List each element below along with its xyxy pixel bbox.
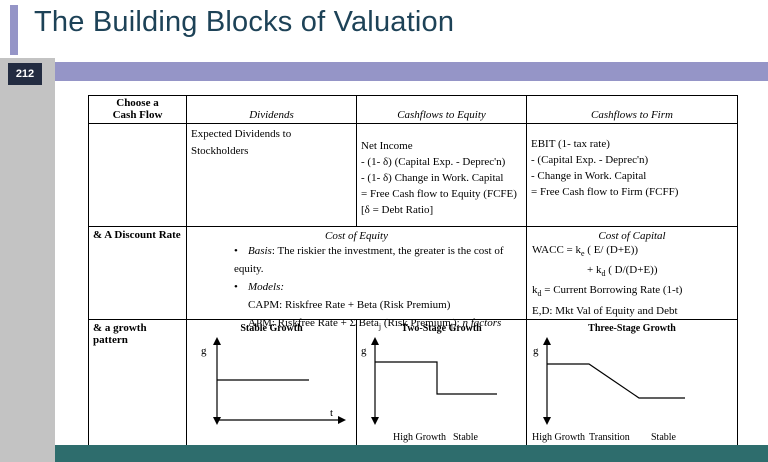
chart-title: Three-Stage Growth [588, 323, 676, 334]
arrow-up-icon [371, 337, 379, 345]
dividends-text-line: Stockholders [191, 145, 249, 157]
y-axis-label: g [533, 345, 539, 357]
bullet-icon: • [234, 245, 238, 257]
x-axis-label: t [330, 407, 333, 419]
table-header-row: Choose a Cash Flow Dividends Cashflows t… [89, 96, 737, 123]
fcfe-line: - (1- δ) Change in Work. Capital [361, 172, 504, 184]
phase-label-high-growth: High Growth [393, 432, 447, 443]
apm-text: ): [452, 317, 463, 329]
column-header-dividends: Dividends [186, 96, 356, 123]
fcfe-line: = Free Cash flow to Equity (FCFE) [361, 188, 517, 200]
borrow-rate-line: kd = Current Borrowing Rate (1-t) [527, 282, 737, 302]
stable-growth-plot: g t [201, 337, 346, 425]
three-stage-growth-line [547, 363, 685, 399]
slide-number-badge: 212 [8, 63, 42, 85]
models-line: • Models: [187, 278, 526, 296]
phase-label-high-growth: High Growth [532, 432, 586, 443]
apm-nfactors: n factors [462, 317, 502, 329]
arrow-right-icon [338, 416, 346, 424]
left-gray-margin [0, 58, 55, 462]
ed-line: E,D: Mkt Val of Equity and Debt [532, 304, 678, 317]
stable-growth-chart: Stable Growth g t [186, 320, 356, 445]
fcff-cell: EBIT (1- tax rate) - (Capital Exp. - Dep… [526, 124, 737, 226]
capm-line: CAPM: Riskfree Rate + Beta (Risk Premium… [248, 299, 451, 311]
page-title: The Building Blocks of Valuation [34, 6, 455, 38]
models-label: Models: [248, 281, 285, 293]
borrow-text: = Current Borrowing Rate (1-t) [541, 284, 683, 297]
rowheader-choose-cashflow: Choose a Cash Flow [89, 96, 186, 123]
y-axis-label: g [361, 345, 367, 357]
discount-rate-row: & A Discount Rate Cost of Equity • Basis:… [89, 226, 737, 331]
arrow-up-icon [213, 337, 221, 345]
fcff-line: EBIT (1- tax rate) [531, 138, 610, 150]
phase-label-transition: Transition [589, 432, 630, 443]
dividends-text-line: Expected Dividends to [191, 128, 292, 140]
fcff-line: - Change in Work. Capital [531, 170, 647, 182]
two-stage-growth-line [375, 361, 497, 395]
arrow-down-icon [371, 417, 379, 425]
wacc-text: WACC = k [532, 244, 581, 256]
fcff-line: = Free Cash flow to Firm (FCFF) [531, 186, 679, 198]
fcfe-line: Net Income [361, 140, 413, 152]
rowheader-line2: Cash Flow [112, 109, 163, 121]
basis-label: Basis [248, 245, 272, 257]
header-divider-bar [55, 62, 768, 81]
valuation-table: Choose a Cash Flow Dividends Cashflows t… [88, 95, 738, 445]
apm-subscript: j [450, 322, 453, 332]
three-stage-growth-chart: Three-Stage Growth g High Growth Transit… [526, 320, 737, 445]
title-accent-stripe [10, 5, 18, 55]
arrow-up-icon [543, 337, 551, 345]
y-axis-label: g [201, 345, 207, 357]
basis-line: • Basis: The riskier the investment, the … [187, 242, 526, 278]
wacc-text: ( E/ (D+E)) [584, 244, 639, 256]
fcfe-cell: Net Income - (1- δ) (Capital Exp. - Depr… [356, 124, 526, 226]
kd-line: + kd ( D/(D+E)) [527, 262, 737, 282]
apm-subscript: j [378, 322, 382, 332]
wacc-line: WACC = ke ( E/ (D+E)) [527, 242, 737, 262]
cost-of-equity-title: Cost of Equity [325, 230, 388, 242]
arrow-down-icon [543, 417, 551, 425]
column-header-cashflows-to-equity: Cashflows to Equity [356, 96, 526, 123]
basis-text: : The riskier the investment, the greate… [234, 245, 504, 275]
borrow-text: k [532, 284, 538, 297]
cost-of-equity-cell: Cost of Equity • Basis: The riskier the i… [186, 227, 526, 331]
growth-pattern-row: & a growth pattern Stable Growth g t Two… [89, 319, 737, 445]
chart-title: Stable Growth [240, 323, 303, 334]
fcfe-line: [δ = Debt Ratio] [361, 204, 434, 216]
fcfe-line: - (1- δ) (Capital Exp. - Deprec'n) [361, 156, 506, 168]
two-stage-growth-plot: g [361, 337, 497, 425]
three-stage-growth-plot: g [533, 337, 685, 425]
phase-label-stable: Stable [651, 432, 676, 443]
empty-cell [89, 124, 186, 226]
fcff-line: - (Capital Exp. - Deprec'n) [531, 154, 649, 166]
apm-text: APM: Riskfree Rate + Σ Beta [248, 317, 379, 329]
cost-of-capital-cell: Cost of Capital WACC = ke ( E/ (D+E)) + … [526, 227, 737, 319]
rowheader-discount-rate: & A Discount Rate [93, 229, 181, 241]
cost-of-capital-title: Cost of Capital [598, 230, 666, 242]
rowheader-growth-pattern: & a growth pattern [93, 322, 147, 346]
wacc-subscript: e [580, 249, 585, 259]
phase-label-stable: Stable [453, 432, 478, 443]
arrow-down-icon [213, 417, 221, 425]
chart-title: Two-Stage Growth [401, 323, 482, 334]
borrow-subscript: d [537, 289, 542, 299]
bullet-icon: • [234, 281, 238, 293]
rowheader-line1: Choose a [116, 97, 159, 109]
kd-subscript: d [601, 269, 606, 279]
cashflow-definition-row: Expected Dividends to Stockholders Net I… [89, 123, 737, 226]
apm-line: APM: Riskfree Rate + Σ Betaj (Risk Premi… [187, 314, 526, 336]
kd-text: + k [587, 264, 602, 277]
apm-text: (Risk Premium [381, 317, 451, 329]
kd-text: ( D/(D+E)) [605, 264, 658, 277]
two-stage-growth-chart: Two-Stage Growth g High Growth Stable [356, 320, 526, 445]
dividends-cell: Expected Dividends to Stockholders [186, 124, 356, 226]
footer-bar [55, 445, 768, 462]
column-header-cashflows-to-firm: Cashflows to Firm [526, 96, 737, 123]
